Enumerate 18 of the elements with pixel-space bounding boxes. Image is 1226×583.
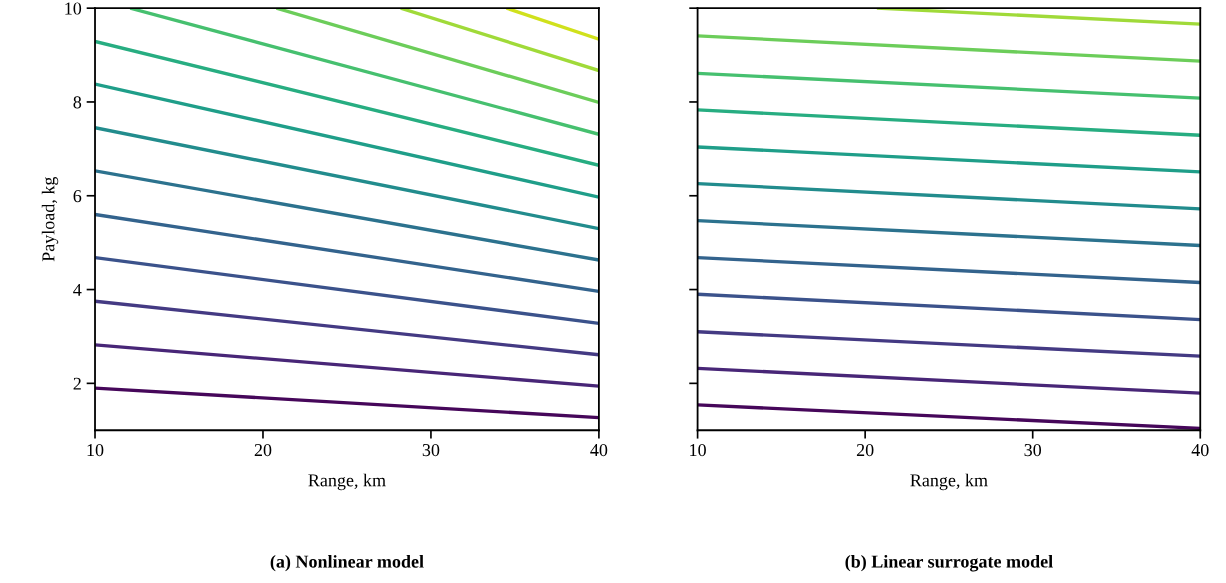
x-axis-title: Range, km	[910, 473, 988, 491]
y-tick-label: 10	[65, 2, 82, 15]
x-tick-label: 10	[87, 443, 104, 457]
y-tick-label: 6	[73, 190, 82, 203]
text: (b) Linear surrogate model	[845, 554, 1053, 572]
y-axis-title: Payload, kg	[41, 176, 59, 262]
x-tick-label: 40	[1191, 443, 1209, 457]
text: (a) Nonlinear model	[270, 554, 424, 572]
y-tick-label: 8	[73, 96, 82, 109]
y-tick-label: 4	[73, 283, 82, 296]
x-axis-title: Range, km	[308, 473, 386, 491]
x-tick-label: 20	[254, 443, 272, 457]
x-tick-label: 10	[690, 443, 706, 457]
x-tick-label: 40	[590, 443, 608, 457]
x-tick-label: 30	[422, 443, 440, 457]
x-tick-label: 20	[856, 443, 874, 457]
x-tick-label: 30	[1024, 443, 1042, 457]
y-tick-label: 2	[73, 377, 81, 390]
